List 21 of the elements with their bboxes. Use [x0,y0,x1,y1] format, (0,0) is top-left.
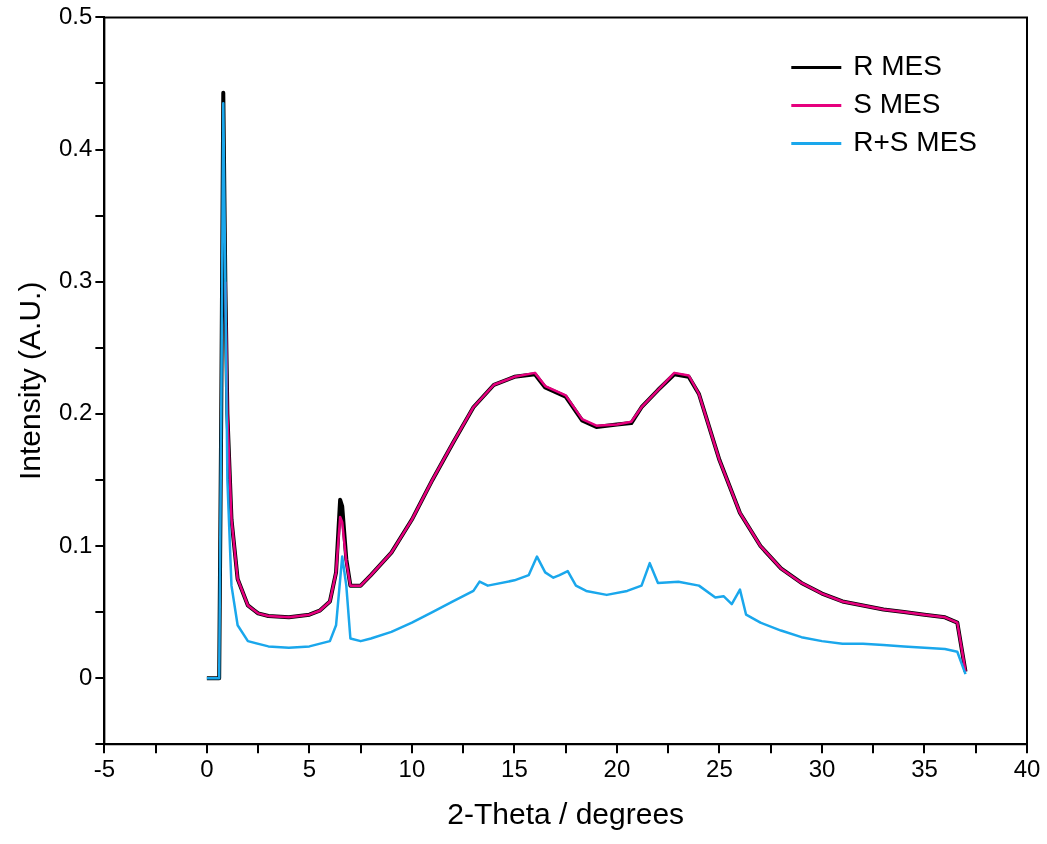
legend-label: S MES [853,88,941,120]
y-tick-label: 0.2 [58,398,93,426]
x-tick-label: 10 [398,755,426,783]
x-tick-label: 5 [302,755,317,783]
y-tick-label: 0.5 [58,2,93,30]
x-tick-label: 35 [911,755,938,783]
x-tick-label: 0 [200,755,214,783]
x-tick-label: 25 [706,755,733,783]
y-tick-label: 0.1 [58,530,93,558]
legend-label: R MES [853,50,942,82]
x-tick-label: -5 [93,755,116,783]
x-tick-label: 15 [501,755,528,783]
y-axis-title: Intensity (A.U.) [13,281,47,480]
x-tick-label: 40 [1013,755,1041,783]
x-axis-title: 2-Theta / degrees [447,797,685,831]
legend-label: R+S MES [853,126,977,158]
x-tick-label: 30 [808,755,836,783]
y-tick-label: 0.3 [58,266,93,294]
y-tick-label: 0 [79,662,93,690]
x-tick-label: 20 [603,755,631,783]
y-tick-label: 0.4 [58,134,93,162]
